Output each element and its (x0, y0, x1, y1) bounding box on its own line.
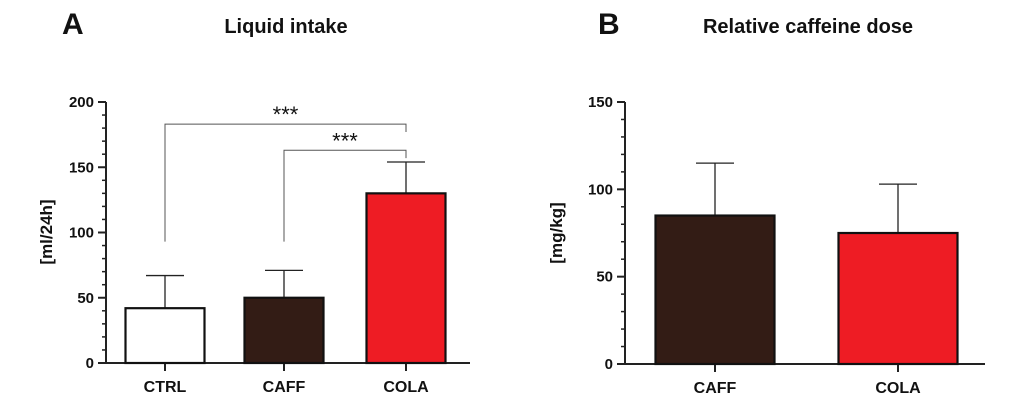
panel-a: A Liquid intake [ml/24h] 0 50 100 150 200 CTR… (37, 8, 470, 396)
panel-a-title: Liquid intake (224, 16, 347, 38)
panel-a-significance-label: *** (273, 102, 299, 127)
panel-b-bars (654, 162, 959, 366)
panel-a-x-tick-label: COLA (383, 379, 429, 396)
panel-a-bar-cola (365, 192, 447, 365)
panel-a-significance-bracket (164, 123, 407, 242)
panel-a-y-tick-label: 0 (86, 355, 94, 372)
panel-letter-a: A (62, 8, 84, 41)
panel-b-bar-caff (654, 214, 776, 366)
panel-a-x-tick-label: CAFF (263, 379, 306, 396)
panel-a-y-tick-label: 200 (69, 94, 94, 111)
panel-a-bar-caff (243, 296, 325, 365)
panel-a-significance: *** *** (164, 102, 407, 242)
panel-a-y-tick-label: 150 (69, 159, 94, 176)
panel-a-bar-ctrl (124, 307, 206, 365)
panel-a-bars (124, 161, 447, 365)
panel-a-x-tick-label: CTRL (144, 379, 187, 396)
panel-b-y-tick-label: 150 (588, 94, 613, 111)
panel-b-y-axis-label: [mg/kg] (547, 202, 566, 263)
panel-a-y-tick-label: 100 (69, 225, 94, 242)
panel-a-significance-label: *** (332, 128, 358, 153)
panel-b-y-tick-label: 100 (588, 181, 613, 198)
panel-b-x-tick-label: COLA (875, 380, 921, 397)
panel-b-y-tick-label: 50 (596, 269, 613, 286)
panel-a-y-axis-label: [ml/24h] (37, 199, 56, 264)
panel-b: B Relative caffeine dose [mg/kg] 0 50 100 1… (547, 8, 985, 397)
panel-a-significance-bracket (283, 149, 407, 242)
panel-a-y-tick-label: 50 (77, 290, 94, 307)
panel-b-title: Relative caffeine dose (703, 16, 913, 38)
panel-b-x-tick-label: CAFF (694, 380, 737, 397)
panel-b-y-tick-label: 0 (605, 356, 613, 373)
panel-b-bar-cola (837, 231, 959, 366)
panel-letter-b: B (598, 8, 620, 41)
